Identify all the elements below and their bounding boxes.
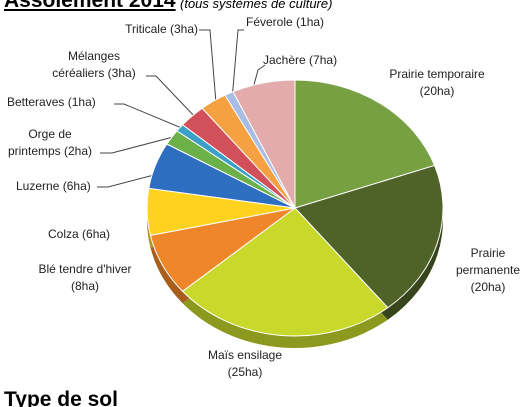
slice-label: Blé tendre d'hiver (8ha) xyxy=(20,261,150,295)
title: Assolement 2014 xyxy=(4,0,176,12)
category-label: Prairie temporaire xyxy=(389,67,485,81)
slice xyxy=(294,164,444,309)
value-label: (25ha) xyxy=(227,365,263,379)
value-label: (2ha) xyxy=(64,144,93,158)
value-label: (7ha) xyxy=(309,53,338,67)
subtitle: (tous systèmes de culture) xyxy=(180,0,333,11)
value-label: (1ha) xyxy=(296,15,325,29)
category-label: Prairie permanente xyxy=(455,246,521,277)
category-label: Féverole xyxy=(246,15,293,29)
slice xyxy=(232,79,296,209)
value-label: (8ha) xyxy=(70,279,99,293)
slice xyxy=(181,207,389,337)
slice-label: Luzerne (6ha) xyxy=(16,178,116,195)
category-label: Luzerne xyxy=(16,179,60,193)
slice-label: Maïs ensilage (25ha) xyxy=(190,347,300,381)
value-label: (1ha) xyxy=(67,95,96,109)
slice-label: Prairie permanente (20ha) xyxy=(452,245,524,296)
footer: Type de sol xyxy=(4,388,118,407)
slice-label: Féverole (1ha) xyxy=(246,14,346,31)
value-label: (20ha) xyxy=(419,84,455,98)
value-label: (3ha) xyxy=(107,66,136,80)
category-label: Maïs ensilage xyxy=(207,348,283,362)
category-label: Colza xyxy=(48,227,79,241)
value-label: (3ha) xyxy=(169,22,198,36)
slice-label: Prairie temporaire (20ha) xyxy=(372,66,502,100)
category-label: Mélanges céréaliers xyxy=(52,49,121,80)
value-label: (6ha) xyxy=(82,227,111,241)
slice-label: Triticale (3ha) xyxy=(98,21,198,38)
slice-label: Jachère (7ha) xyxy=(263,52,363,69)
category-label: Orge de printemps xyxy=(7,127,72,158)
leader-lines xyxy=(97,29,266,188)
category-label: Jachère xyxy=(263,53,306,67)
category-label: Triticale xyxy=(125,22,167,36)
category-label: Betteraves xyxy=(7,95,65,109)
slice-label: Mélanges céréaliers (3ha) xyxy=(40,48,148,82)
slice-label: Betteraves (1ha) xyxy=(7,94,127,111)
slice-label: Orge de printemps (2ha) xyxy=(0,126,100,160)
value-label: (6ha) xyxy=(62,179,91,193)
category-label: Blé tendre d'hiver xyxy=(38,262,132,276)
value-label: (20ha) xyxy=(470,280,506,294)
slice-label: Colza (6ha) xyxy=(48,226,148,243)
